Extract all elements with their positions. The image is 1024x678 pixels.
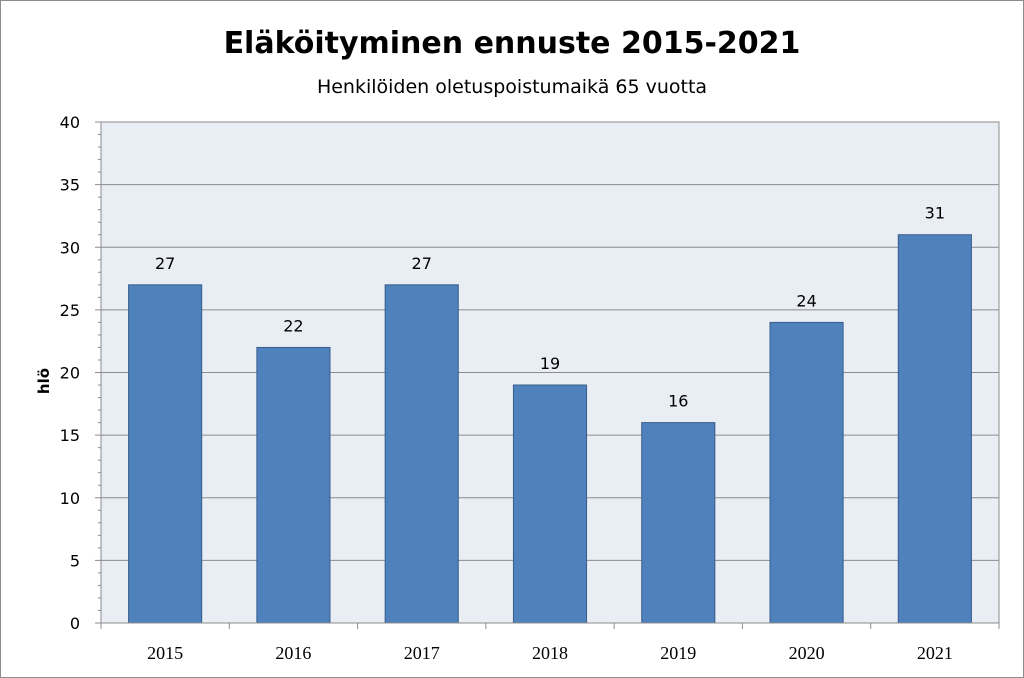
- chart-subtitle: Henkilöiden oletuspoistumaikä 65 vuotta: [316, 76, 708, 98]
- y-tick-label: 35: [60, 176, 80, 195]
- bar: [769, 321, 844, 624]
- x-tick-label: 2020: [789, 643, 825, 663]
- y-tick-label: 10: [60, 489, 80, 508]
- bar: [128, 284, 203, 624]
- data-label: 27: [412, 254, 432, 273]
- x-tick-label: 2017: [404, 643, 440, 663]
- bar: [384, 284, 459, 624]
- bar: [641, 422, 716, 624]
- y-tick-label: 25: [60, 301, 80, 320]
- data-label: 24: [796, 291, 816, 310]
- x-tick-label: 2018: [532, 643, 568, 663]
- data-label: 27: [155, 254, 175, 273]
- y-tick-label: 15: [60, 426, 80, 445]
- x-tick-label: 2021: [917, 643, 953, 663]
- y-tick-label: 5: [70, 551, 80, 570]
- x-tick-label: 2015: [147, 643, 183, 663]
- bar: [897, 234, 972, 624]
- bar: [512, 384, 588, 624]
- data-label: 16: [668, 392, 688, 411]
- y-tick-label: 20: [60, 364, 80, 383]
- x-tick-label: 2016: [275, 643, 311, 663]
- chart-title: Eläköityminen ennuste 2015-2021: [223, 26, 801, 61]
- x-tick-label: 2019: [660, 643, 696, 663]
- data-label: 19: [540, 354, 560, 373]
- bar: [256, 346, 331, 624]
- data-label: 31: [925, 204, 945, 223]
- data-label: 22: [283, 316, 303, 335]
- y-tick-label: 40: [60, 113, 80, 132]
- y-tick-label: 0: [70, 614, 80, 633]
- y-tick-label: 30: [60, 238, 80, 257]
